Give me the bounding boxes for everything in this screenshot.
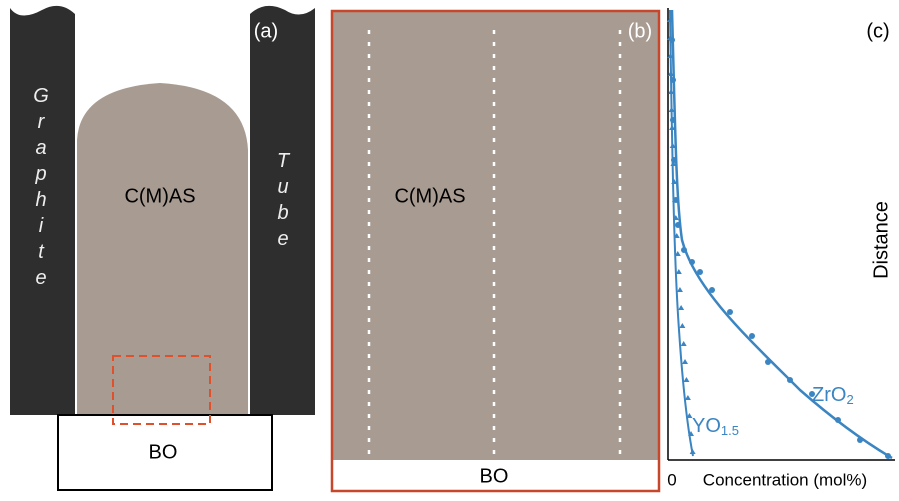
marker [669,143,676,148]
marker [787,377,793,383]
marker [667,35,674,40]
x-axis-label: Concentration (mol%) [703,470,867,489]
marker [727,309,733,315]
sample-a [77,83,248,415]
marker [670,77,676,83]
marker [857,437,863,443]
marker [671,179,678,184]
marker [669,125,676,130]
marker [681,247,687,253]
marker [749,333,755,339]
tube-right [250,5,315,415]
base-label: BO [480,465,509,487]
panel-label: (a) [254,20,278,42]
marker [670,161,677,166]
marker [673,233,680,238]
marker [680,341,687,346]
marker [668,89,675,94]
sample-b [332,11,659,460]
base-a [57,414,273,491]
marker [684,395,691,400]
marker [672,215,679,220]
y-axis-label: Distance [870,201,892,279]
marker [667,53,674,58]
marker [671,157,677,163]
panel-label: (c) [866,20,889,42]
marker [809,391,815,397]
marker [885,453,891,459]
curve-label-sub: 1.5 [721,423,739,438]
marker [689,259,695,265]
curve-label: YO1.5 [692,415,739,438]
tube-label: Tube [272,150,294,254]
base-label: BO [149,441,178,463]
sample-label: C(M)AS [394,185,465,207]
marker [675,269,682,274]
marker [667,71,674,76]
marker [697,269,703,275]
tube-left [10,5,75,415]
curve-label-sub: 2 [846,392,853,407]
zoom-box [112,355,211,425]
marker [679,323,686,328]
marker [675,222,681,228]
marker [686,413,693,418]
marker [689,449,696,454]
marker [667,17,674,22]
marker [709,287,715,293]
curve-label-text: ZrO [812,384,846,406]
curve-label: ZrO2 [812,384,854,407]
marker [678,305,685,310]
marker [671,197,678,202]
marker [683,377,690,382]
marker [674,251,681,256]
marker [682,359,689,364]
marker [676,287,683,292]
marker [835,417,841,423]
marker [765,359,771,365]
sample-label: C(M)AS [124,185,195,207]
curve-zro2 [670,9,893,460]
marker [687,431,694,436]
curve-yo [669,9,694,457]
marker [670,117,676,123]
frame-b [330,9,661,493]
panel-label: (b) [628,20,652,42]
x-origin: 0 [667,470,676,489]
data-points [667,17,891,459]
curve-label-text: YO [692,415,721,437]
marker [668,107,675,112]
tube-label: Graphite [30,85,52,293]
